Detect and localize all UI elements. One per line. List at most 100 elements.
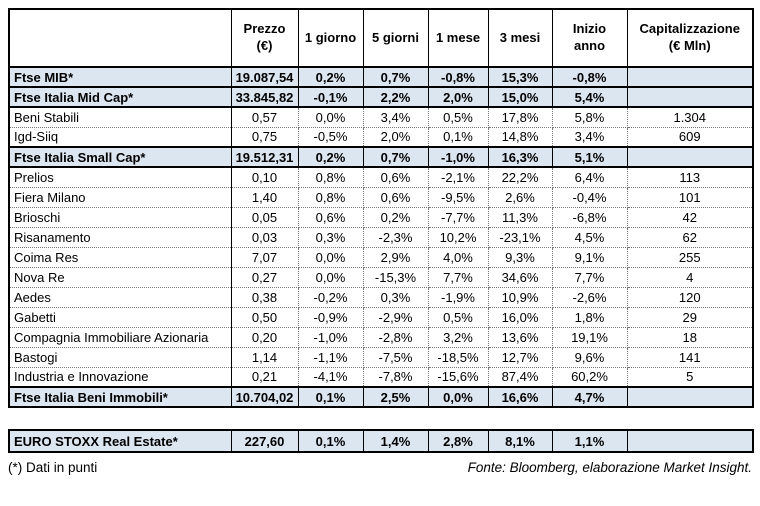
change-ytd-cell: 5,1% xyxy=(551,146,628,168)
change-1month-cell: 0,1% xyxy=(427,126,489,148)
change-1day-cell: 0,6% xyxy=(297,206,364,228)
market-cap-cell: 29 xyxy=(626,306,753,328)
change-3months-cell: 87,4% xyxy=(487,366,553,388)
change-5days-cell: -2,9% xyxy=(362,306,429,328)
market-cap-cell: 62 xyxy=(626,226,753,248)
change-5days-cell: 2,9% xyxy=(362,246,429,268)
instrument-name: Igd-Siiq xyxy=(9,126,232,148)
main-table-body: Ftse MIB* 19.087,54 0,2% 0,7% -0,8% 15,3% -0,8… xyxy=(9,66,753,408)
instrument-name: Bastogi xyxy=(9,346,232,368)
market-cap-cell: 609 xyxy=(626,126,753,148)
company-row: Igd-Siiq 0,75 -0,5% 2,0% 0,1% 14,8% 3,4% 609 xyxy=(9,126,753,148)
market-cap-cell: 18 xyxy=(626,326,753,348)
change-3months-cell: 16,3% xyxy=(487,146,553,168)
change-5days-cell: 0,2% xyxy=(362,206,429,228)
price-cell: 0,38 xyxy=(230,286,299,308)
change-1day-cell: 0,1% xyxy=(297,386,364,408)
change-1month-cell: 0,0% xyxy=(427,386,489,408)
change-3months-cell: 15,0% xyxy=(487,86,553,108)
change-ytd-cell: 4,5% xyxy=(551,226,628,248)
change-ytd-cell: 9,6% xyxy=(551,346,628,368)
change-3months-cell: 17,8% xyxy=(487,106,553,128)
company-row: Beni Stabili 0,57 0,0% 3,4% 0,5% 17,8% 5,8% 1.3… xyxy=(9,106,753,128)
change-5days-cell: 0,6% xyxy=(362,186,429,208)
change-1day-cell: -4,1% xyxy=(297,366,364,388)
index-row: Ftse Italia Small Cap* 19.512,31 0,2% 0,7% -… xyxy=(9,146,753,168)
price-cell: 227,60 xyxy=(230,430,299,452)
instrument-name: Industria e Innovazione xyxy=(9,366,232,388)
change-1day-cell: 0,1% xyxy=(297,430,364,452)
change-1day-cell: 0,2% xyxy=(297,146,364,168)
price-cell: 1,40 xyxy=(230,186,299,208)
change-1day-cell: -1,1% xyxy=(297,346,364,368)
change-5days-cell: 0,3% xyxy=(362,286,429,308)
change-1day-cell: 0,8% xyxy=(297,166,364,188)
change-1month-cell: -2,1% xyxy=(427,166,489,188)
instrument-name: Beni Stabili xyxy=(9,106,232,128)
change-ytd-cell: 60,2% xyxy=(551,366,628,388)
market-cap-cell xyxy=(626,86,753,108)
market-cap-cell xyxy=(626,430,753,452)
instrument-name: Aedes xyxy=(9,286,232,308)
company-row: Bastogi 1,14 -1,1% -7,5% -18,5% 12,7% 9,6% 141 xyxy=(9,346,753,368)
price-cell: 33.845,82 xyxy=(230,86,299,108)
market-cap-cell: 1.304 xyxy=(626,106,753,128)
change-5days-cell: -7,8% xyxy=(362,366,429,388)
change-1day-cell: 0,0% xyxy=(297,266,364,288)
change-5days-cell: 0,6% xyxy=(362,166,429,188)
change-3months-cell: 9,3% xyxy=(487,246,553,268)
instrument-name: Brioschi xyxy=(9,206,232,228)
change-5days-cell: -2,8% xyxy=(362,326,429,348)
change-5days-cell: 1,4% xyxy=(362,430,429,452)
change-ytd-cell: -6,8% xyxy=(551,206,628,228)
change-3months-cell: -23,1% xyxy=(487,226,553,248)
change-1day-cell: -0,1% xyxy=(297,86,364,108)
company-row: Fiera Milano 1,40 0,8% 0,6% -9,5% 2,6% -0,4% 10… xyxy=(9,186,753,208)
points-footnote: (*) Dati in punti xyxy=(8,460,98,475)
price-cell: 0,27 xyxy=(230,266,299,288)
change-1day-cell: -0,5% xyxy=(297,126,364,148)
change-5days-cell: -7,5% xyxy=(362,346,429,368)
change-3months-cell: 10,9% xyxy=(487,286,553,308)
change-5days-cell: 0,7% xyxy=(362,66,429,88)
change-5days-cell: 2,0% xyxy=(362,126,429,148)
company-row: Prelios 0,10 0,8% 0,6% -2,1% 22,2% 6,4% 113 xyxy=(9,166,753,188)
change-ytd-cell: 9,1% xyxy=(551,246,628,268)
instrument-name: Fiera Milano xyxy=(9,186,232,208)
change-1month-cell: 0,5% xyxy=(427,106,489,128)
instrument-name: Ftse Italia Mid Cap* xyxy=(9,86,232,108)
change-1day-cell: -1,0% xyxy=(297,326,364,348)
market-cap-cell xyxy=(626,146,753,168)
market-cap-cell: 4 xyxy=(626,266,753,288)
change-ytd-cell: -0,8% xyxy=(551,66,628,88)
company-row: Compagnia Immobiliare Azionaria 0,20 -1,0%… xyxy=(9,326,753,348)
change-1day-cell: 0,0% xyxy=(297,106,364,128)
change-1month-cell: -1,0% xyxy=(427,146,489,168)
instrument-name: Compagnia Immobiliare Azionaria xyxy=(9,326,232,348)
col-header-name xyxy=(9,8,232,68)
company-row: Aedes 0,38 -0,2% 0,3% -1,9% 10,9% -2,6% 120 xyxy=(9,286,753,308)
change-5days-cell: 0,7% xyxy=(362,146,429,168)
change-5days-cell: 3,4% xyxy=(362,106,429,128)
change-1month-cell: 3,2% xyxy=(427,326,489,348)
change-ytd-cell: -0,4% xyxy=(551,186,628,208)
change-5days-cell: -2,3% xyxy=(362,226,429,248)
stoxx-table-body: EURO STOXX Real Estate* 227,60 0,1% 1,4% 2,8… xyxy=(9,430,753,452)
market-cap-cell xyxy=(626,66,753,88)
change-1day-cell: -0,2% xyxy=(297,286,364,308)
price-cell: 0,50 xyxy=(230,306,299,328)
change-3months-cell: 8,1% xyxy=(487,430,553,452)
change-3months-cell: 12,7% xyxy=(487,346,553,368)
market-cap-cell: 5 xyxy=(626,366,753,388)
footer: (*) Dati in punti Fonte: Bloomberg, elab… xyxy=(8,460,752,475)
change-1day-cell: 0,3% xyxy=(297,226,364,248)
change-1month-cell: -1,9% xyxy=(427,286,489,308)
instrument-name: Coima Res xyxy=(9,246,232,268)
instrument-name: Gabetti xyxy=(9,306,232,328)
price-cell: 1,14 xyxy=(230,346,299,368)
instrument-name: EURO STOXX Real Estate* xyxy=(9,430,232,452)
col-header-ytd: Inizio anno xyxy=(551,8,628,68)
change-5days-cell: 2,5% xyxy=(362,386,429,408)
market-cap-cell: 101 xyxy=(626,186,753,208)
col-header-1day: 1 giorno xyxy=(297,8,364,68)
